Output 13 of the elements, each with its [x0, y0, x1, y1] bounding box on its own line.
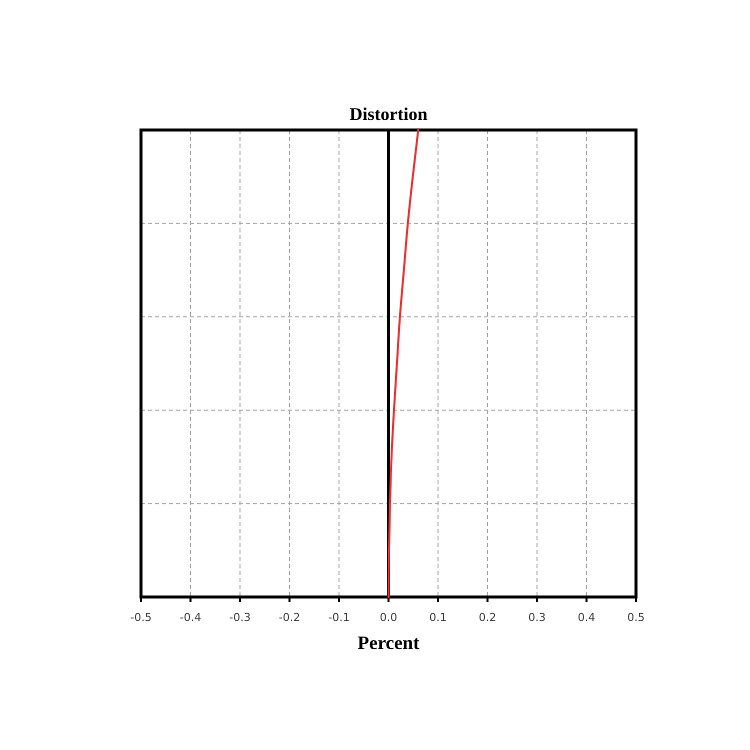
x-tick-label: -0.2 [278, 611, 300, 624]
x-tick-label: 0.4 [578, 611, 596, 624]
x-tick-label: 0.2 [478, 611, 496, 624]
chart-title: Distortion [350, 104, 428, 124]
x-tick-label: 0.5 [627, 611, 645, 624]
x-tick-label: 0.0 [380, 611, 398, 624]
x-tick-label: -0.5 [130, 611, 152, 624]
x-axis-title: Percent [358, 633, 420, 654]
x-tick-label: -0.1 [328, 611, 350, 624]
x-tick-label: 0.3 [528, 611, 546, 624]
x-tick-label: 0.1 [429, 611, 447, 624]
x-tick-label: -0.3 [229, 611, 251, 624]
x-tick-label: -0.4 [180, 611, 202, 624]
